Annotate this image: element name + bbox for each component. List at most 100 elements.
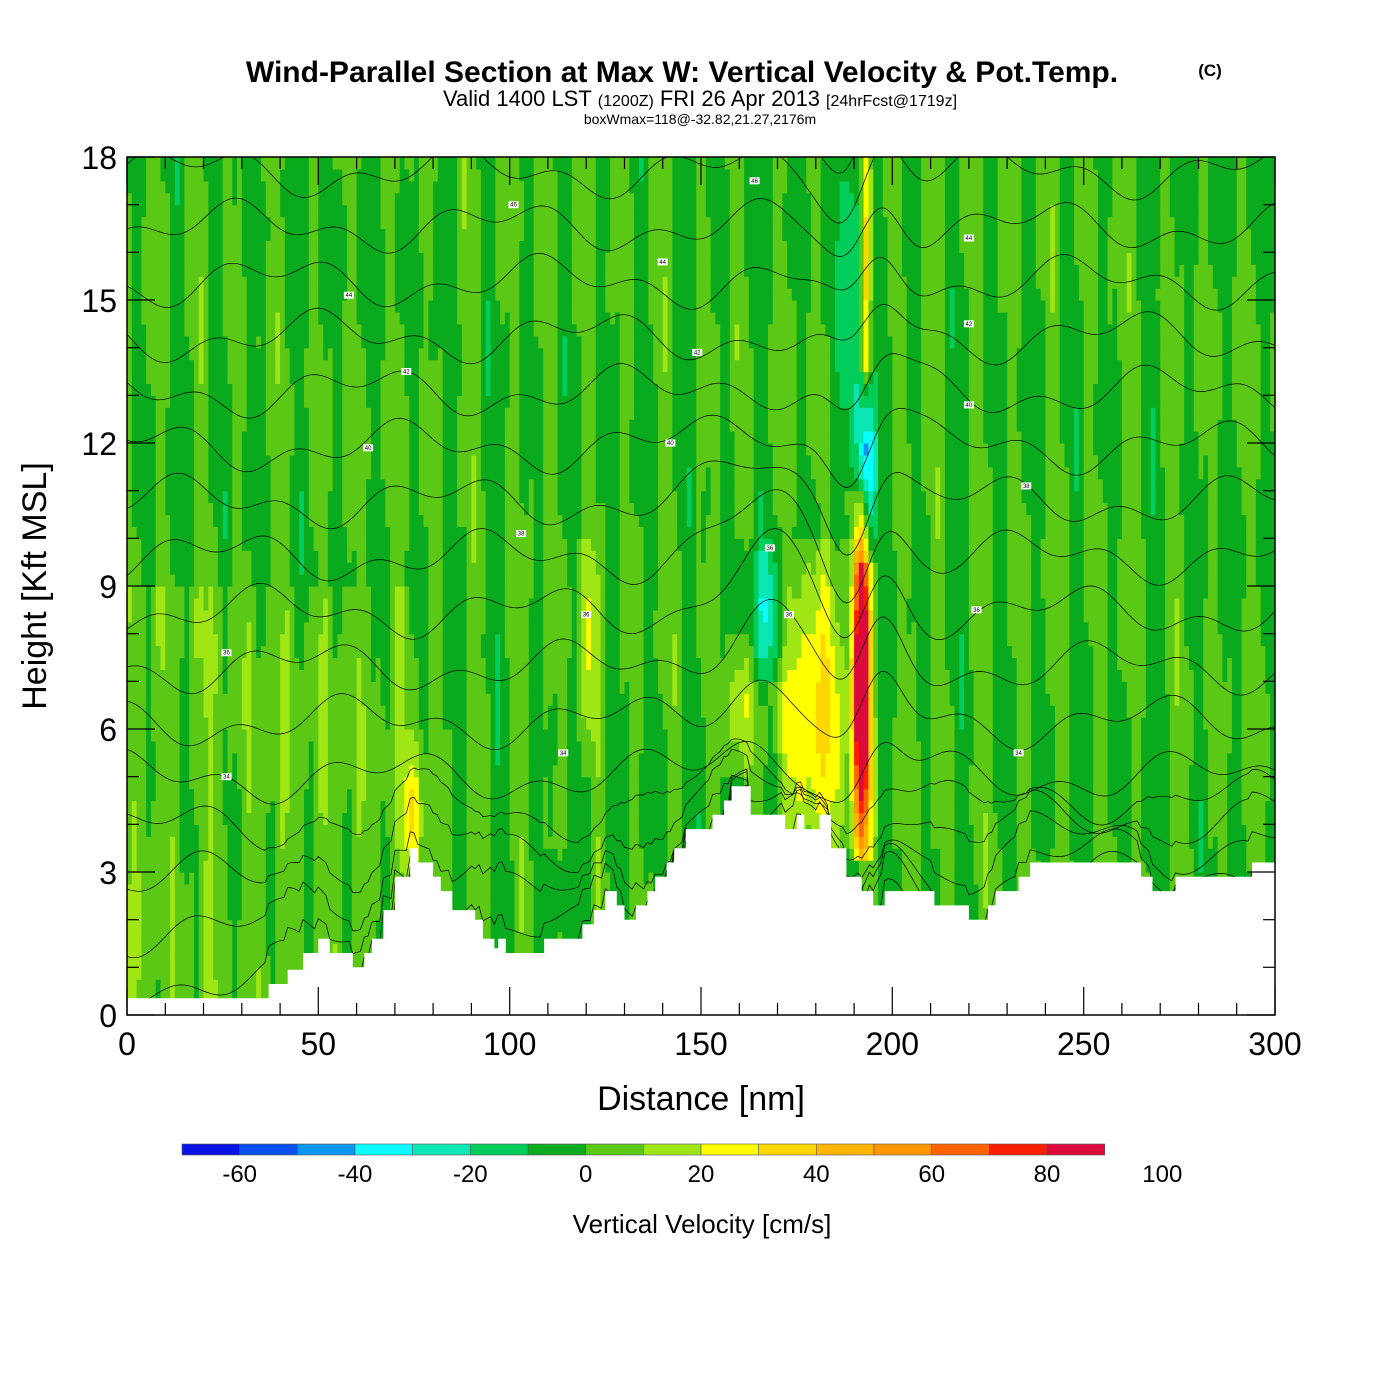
velocity-cell xyxy=(131,395,157,408)
velocity-cell xyxy=(681,788,707,802)
velocity-cell xyxy=(1074,466,1080,480)
velocity-cell xyxy=(409,812,415,825)
velocity-cell xyxy=(1069,526,1085,539)
velocity-cell xyxy=(782,669,788,682)
velocity-cell xyxy=(705,514,721,528)
velocity-cell xyxy=(610,240,635,253)
velocity-cell xyxy=(509,848,520,861)
velocity-cell xyxy=(303,514,310,528)
velocity-cell xyxy=(787,264,812,277)
velocity-cell xyxy=(265,264,286,277)
velocity-cell xyxy=(906,419,922,432)
velocity-cell xyxy=(251,550,272,563)
velocity-cell xyxy=(203,323,209,337)
velocity-cell xyxy=(351,895,382,909)
velocity-cell xyxy=(213,860,229,873)
velocity-cell xyxy=(519,347,544,361)
velocity-cell xyxy=(127,621,147,635)
velocity-cell xyxy=(428,562,444,575)
velocity-cell xyxy=(213,693,243,706)
velocity-cell xyxy=(1198,252,1209,265)
velocity-cell xyxy=(1217,860,1228,873)
velocity-cell xyxy=(777,669,783,682)
velocity-cell xyxy=(1117,550,1147,563)
velocity-cell xyxy=(1054,264,1061,277)
velocity-cell xyxy=(213,907,229,921)
velocity-cell xyxy=(495,669,501,682)
velocity-cell xyxy=(911,490,927,504)
velocity-cell xyxy=(1217,574,1247,587)
velocity-cell xyxy=(643,681,659,694)
velocity-cell xyxy=(528,705,544,718)
velocity-cell xyxy=(385,478,410,492)
velocity-cell xyxy=(595,431,621,444)
velocity-cell xyxy=(619,371,635,385)
velocity-cell xyxy=(729,276,750,289)
velocity-cell xyxy=(203,597,209,611)
velocity-cell xyxy=(490,872,516,885)
velocity-cell xyxy=(1184,431,1200,444)
velocity-cell xyxy=(193,883,200,897)
velocity-cell xyxy=(634,407,659,420)
velocity-cell xyxy=(1203,717,1233,730)
velocity-cell xyxy=(303,621,324,635)
velocity-cell xyxy=(868,323,874,337)
velocity-cell xyxy=(873,264,889,277)
velocity-cell xyxy=(193,395,209,408)
velocity-cell xyxy=(471,538,477,551)
velocity-cell xyxy=(418,454,444,468)
velocity-cell xyxy=(705,478,712,492)
velocity-cell xyxy=(303,490,310,504)
velocity-cell xyxy=(1035,252,1051,265)
velocity-cell xyxy=(131,276,142,289)
velocity-cell xyxy=(174,872,185,885)
velocity-cell xyxy=(543,359,559,373)
velocity-cell xyxy=(1169,824,1190,837)
velocity-cell xyxy=(208,311,224,325)
velocity-cell xyxy=(442,419,458,432)
velocity-cell xyxy=(1260,323,1271,337)
velocity-cell xyxy=(868,621,874,635)
velocity-cell xyxy=(978,895,984,909)
velocity-cell xyxy=(457,300,482,313)
velocity-cell xyxy=(127,931,142,945)
velocity-cell xyxy=(1231,300,1257,313)
velocity-cell xyxy=(547,705,559,718)
velocity-cell xyxy=(930,800,956,814)
velocity-cell xyxy=(1208,788,1228,802)
velocity-cell xyxy=(466,681,487,694)
velocity-cell xyxy=(844,812,850,825)
velocity-cell xyxy=(251,621,257,635)
velocity-cell xyxy=(1069,633,1090,647)
velocity-cell xyxy=(433,240,458,253)
velocity-cell xyxy=(787,586,793,599)
velocity-cell xyxy=(873,478,879,492)
velocity-cell xyxy=(1231,359,1262,373)
velocity-cell xyxy=(772,240,788,253)
velocity-cell xyxy=(174,907,195,921)
velocity-cell xyxy=(303,883,315,897)
velocity-cell xyxy=(433,264,458,277)
velocity-cell xyxy=(868,371,874,385)
velocity-cell xyxy=(629,717,645,730)
velocity-cell xyxy=(1208,776,1228,790)
velocity-cell xyxy=(892,800,922,814)
velocity-cell xyxy=(1121,466,1142,480)
velocity-cell xyxy=(619,514,640,528)
velocity-cell xyxy=(619,335,635,349)
velocity-cell xyxy=(1045,407,1061,420)
velocity-cell xyxy=(873,359,893,373)
velocity-cell xyxy=(557,466,583,480)
velocity-cell xyxy=(681,550,697,563)
velocity-cell xyxy=(332,597,343,611)
velocity-cell xyxy=(370,645,391,659)
velocity-cell xyxy=(748,288,774,301)
velocity-cell xyxy=(1179,454,1200,468)
velocity-cell xyxy=(280,669,291,682)
velocity-cell xyxy=(605,800,630,814)
velocity-cell xyxy=(1117,645,1147,659)
velocity-cell xyxy=(1222,347,1233,361)
velocity-cell xyxy=(964,693,975,706)
velocity-cell xyxy=(696,264,712,277)
velocity-cell xyxy=(892,764,922,778)
